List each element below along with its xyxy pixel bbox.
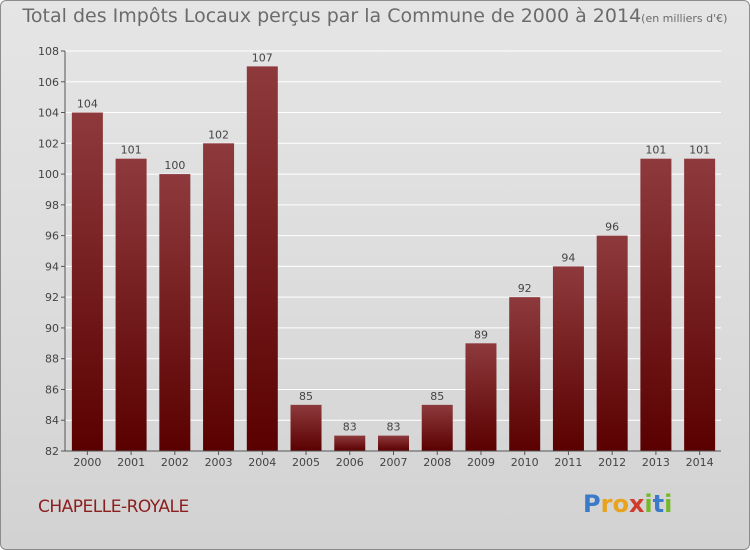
y-tick-label: 86: [45, 383, 59, 396]
y-tick-label: 92: [45, 291, 59, 304]
proxiti-logo: Proxiti: [583, 490, 673, 518]
bar-2009: [465, 343, 497, 451]
bar-2004: [246, 66, 278, 451]
y-tick-label: 88: [45, 353, 59, 366]
bar-2011: [552, 266, 584, 451]
bar-2000: [71, 112, 103, 452]
x-tick-label-2011: 2011: [554, 456, 582, 469]
y-tick-label: 84: [45, 414, 59, 427]
x-tick-label-2013: 2013: [642, 456, 670, 469]
data-label-2010: 92: [518, 282, 532, 295]
x-tick-label-2010: 2010: [511, 456, 539, 469]
bar-2007: [378, 435, 409, 451]
chart-title: Total des Impôts Locaux perçus par la Co…: [1, 5, 749, 27]
x-tick-label-2006: 2006: [336, 456, 364, 469]
bar-2014: [684, 158, 716, 451]
data-label-2011: 94: [561, 251, 575, 264]
bars: [71, 66, 716, 452]
y-tick-label: 94: [45, 260, 59, 273]
x-tick-label-2009: 2009: [467, 456, 495, 469]
x-tick-label-2000: 2000: [73, 456, 101, 469]
bar-2002: [159, 174, 191, 452]
bar-2003: [203, 143, 235, 452]
bar-2008: [421, 404, 453, 451]
data-label-2005: 85: [299, 390, 313, 403]
bar-2006: [334, 435, 366, 451]
y-tick-label: 98: [45, 199, 59, 212]
x-tick-label-2014: 2014: [686, 456, 714, 469]
y-tick-label: 108: [38, 45, 59, 58]
data-label-2007: 83: [387, 421, 401, 434]
x-tick-label-2008: 2008: [423, 456, 451, 469]
y-tick-label: 106: [38, 76, 59, 89]
chart-unit: (en milliers d'€): [641, 12, 728, 25]
bar-2013: [640, 158, 672, 451]
axes: [61, 50, 721, 455]
commune-name: CHAPELLE-ROYALE: [38, 497, 189, 517]
x-tick-label-2005: 2005: [292, 456, 320, 469]
bar-2010: [509, 297, 541, 451]
x-tick-label-2004: 2004: [248, 456, 276, 469]
labels: 82 84 86 88 90 92 94 96 98 100 102 104 106 108 104 2000…: [38, 45, 714, 469]
data-label-2012: 96: [605, 221, 619, 234]
x-tick-label-2007: 2007: [380, 456, 408, 469]
y-tick-label: 100: [38, 168, 59, 181]
y-tick-label: 102: [38, 137, 59, 150]
data-label-2014: 101: [689, 144, 710, 157]
data-label-2008: 85: [430, 390, 444, 403]
x-tick-label-2012: 2012: [598, 456, 626, 469]
bar-2005: [290, 404, 322, 451]
bar-2012: [596, 235, 628, 451]
y-tick-label: 82: [45, 445, 59, 458]
y-tick-label: 96: [45, 230, 59, 243]
y-tick-label: 104: [38, 107, 59, 120]
data-label-2006: 83: [343, 421, 357, 434]
data-label-2009: 89: [474, 328, 488, 341]
x-tick-label-2001: 2001: [117, 456, 145, 469]
data-label-2003: 102: [208, 128, 229, 141]
data-label-2002: 100: [164, 159, 185, 172]
bar-2001: [115, 158, 147, 451]
data-label-2001: 101: [121, 144, 142, 157]
chart-title-text: Total des Impôts Locaux perçus par la Co…: [22, 5, 642, 27]
data-label-2004: 107: [252, 51, 273, 64]
data-label-2000: 104: [77, 98, 98, 111]
x-tick-label-2003: 2003: [205, 456, 233, 469]
y-tick-label: 90: [45, 322, 59, 335]
x-tick-label-2002: 2002: [161, 456, 189, 469]
data-label-2013: 101: [645, 144, 666, 157]
